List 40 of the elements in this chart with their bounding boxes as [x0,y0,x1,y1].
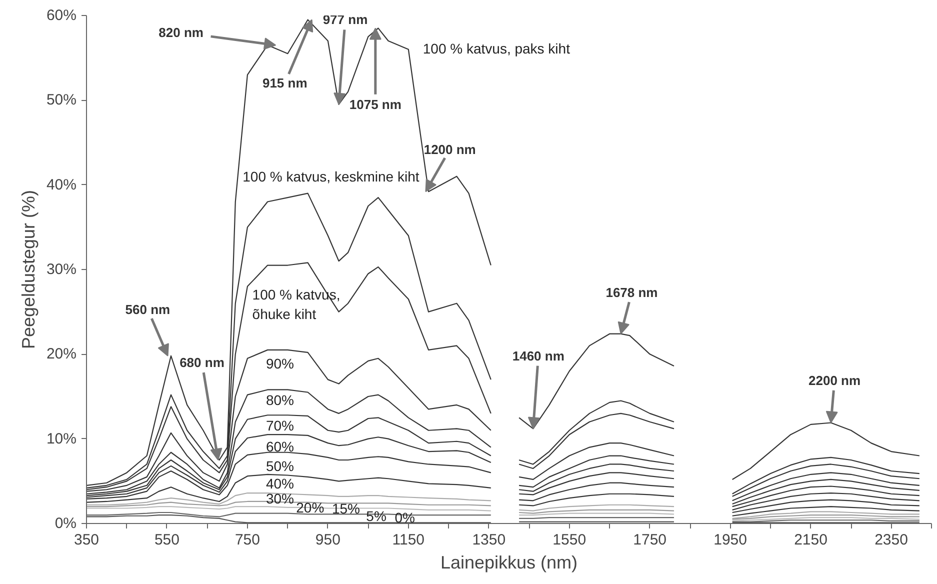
y-tick-label: 50% [46,92,77,109]
y-tick-label: 20% [46,346,77,363]
y-tick-label: 10% [46,430,77,448]
annotation: 100 % katvus, paks kiht [422,40,570,57]
y-tick-label: 60% [46,7,77,24]
annotation: 680 nm [180,355,224,370]
annotation: 30% [266,490,294,507]
x-tick-label: 1350 [472,532,506,548]
annotation: 915 nm [262,76,308,91]
annotation: 1460 nm [512,348,564,364]
x-axis-title: Lainepikkus (nm) [440,552,578,572]
x-tick-label: 1750 [633,532,667,548]
annotation: 100 % katvus, keskmine kiht [242,168,420,184]
y-tick-label: 40% [46,176,77,194]
y-axis-title: Peegeldustegur (%) [18,190,38,350]
x-tick-label: 950 [315,532,340,548]
annotation: 2200 nm [808,372,861,388]
x-tick-label: 1150 [392,532,425,548]
annotation: 1200 nm [424,142,476,157]
y-tick-label: 0% [54,515,77,532]
y-tick-label: 30% [46,261,77,278]
annotation: 60% [266,438,294,454]
annotation: 80% [266,392,294,408]
x-tick-label: 2350 [874,532,908,548]
x-tick-label: 1950 [714,532,747,548]
x-tick-label: 350 [74,532,100,548]
x-tick-label: 2150 [794,532,828,548]
annotation: 70% [266,417,294,434]
x-tick-label: 750 [234,532,260,548]
annotation: 560 nm [125,302,170,317]
annotation: 90% [266,355,294,372]
annotation: 40% [266,476,294,492]
annotation: 20% [296,499,324,516]
annotation: 50% [266,458,294,474]
x-tick-label: 1550 [552,532,586,548]
x-tick-label: 550 [154,532,180,548]
annotation: 1075 nm [349,96,402,112]
annotation: 1678 nm [606,284,658,300]
annotation: 820 nm [158,24,204,40]
annotation: 15% [332,500,360,516]
